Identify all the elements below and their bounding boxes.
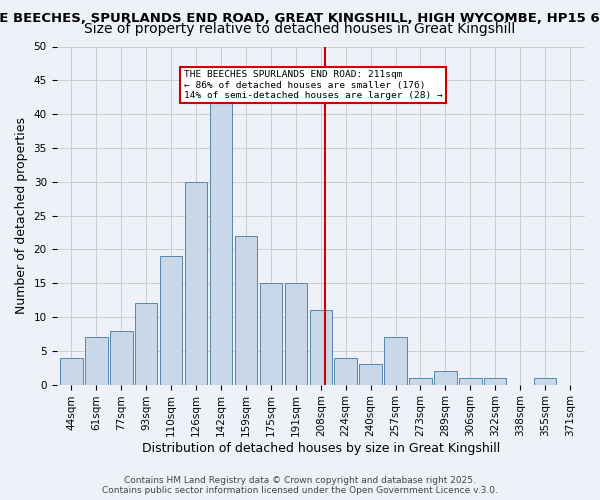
Bar xyxy=(284,283,307,384)
Bar xyxy=(210,100,232,385)
Text: THE BEECHES SPURLANDS END ROAD: 211sqm
← 86% of detached houses are smaller (176: THE BEECHES SPURLANDS END ROAD: 211sqm ←… xyxy=(184,70,442,100)
Bar xyxy=(409,378,431,384)
Bar xyxy=(135,304,157,384)
Bar xyxy=(60,358,83,384)
Bar xyxy=(459,378,482,384)
Bar xyxy=(534,378,556,384)
Bar xyxy=(185,182,208,384)
Y-axis label: Number of detached properties: Number of detached properties xyxy=(15,117,28,314)
Text: THE BEECHES, SPURLANDS END ROAD, GREAT KINGSHILL, HIGH WYCOMBE, HP15 6HX: THE BEECHES, SPURLANDS END ROAD, GREAT K… xyxy=(0,12,600,26)
Bar xyxy=(160,256,182,384)
Bar xyxy=(260,283,282,384)
Bar xyxy=(434,371,457,384)
X-axis label: Distribution of detached houses by size in Great Kingshill: Distribution of detached houses by size … xyxy=(142,442,500,455)
Bar xyxy=(334,358,357,384)
Bar xyxy=(359,364,382,384)
Bar xyxy=(235,236,257,384)
Bar xyxy=(385,338,407,384)
Text: Contains HM Land Registry data © Crown copyright and database right 2025.
Contai: Contains HM Land Registry data © Crown c… xyxy=(102,476,498,495)
Bar xyxy=(85,338,107,384)
Bar xyxy=(110,330,133,384)
Text: Size of property relative to detached houses in Great Kingshill: Size of property relative to detached ho… xyxy=(85,22,515,36)
Bar xyxy=(310,310,332,384)
Bar xyxy=(484,378,506,384)
